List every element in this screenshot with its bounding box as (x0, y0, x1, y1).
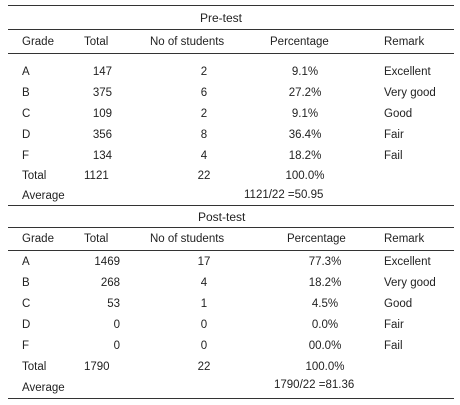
posttest-remark-cell: Fail (384, 340, 403, 352)
pretest-percentage-cell: 27.2% (288, 87, 322, 99)
pretest-header-rule (8, 53, 454, 54)
pretest-header-percentage: Percentage (270, 36, 329, 48)
pretest-total-cell: 375 (92, 87, 112, 99)
posttest-total-cell: 0 (113, 319, 120, 331)
pretest-remark-cell: Excellent (384, 66, 431, 78)
pretest-percentage-cell: 36.4% (288, 129, 322, 141)
pretest-percentage-cell: 9.1% (291, 66, 319, 78)
posttest-average-label: Average (22, 382, 65, 394)
posttest-remark-cell: Good (384, 298, 413, 310)
top-rule (8, 5, 454, 6)
pretest-header-total: Total (84, 36, 109, 48)
posttest-remark-cell: Very good (384, 277, 436, 289)
pretest-total-cell: 356 (92, 129, 112, 141)
pretest-remark-cell: Good (384, 108, 413, 120)
posttest-total-value: 1790 (84, 361, 110, 373)
pretest-total-percentage: 100.0% (285, 170, 325, 182)
posttest-top-rule (8, 205, 454, 206)
pretest-total-students: 22 (197, 170, 211, 182)
posttest-percentage-cell: 0.0% (311, 319, 339, 331)
pretest-header-students: No of students (150, 36, 225, 48)
posttest-students-cell: 1 (200, 298, 208, 310)
bottom-rule (8, 398, 454, 399)
posttest-title: Post-test (198, 210, 246, 224)
pretest-students-cell: 2 (200, 108, 208, 120)
pretest-title-rule (8, 29, 454, 30)
pretest-remark-cell: Fair (384, 129, 404, 141)
posttest-total-cell: 268 (100, 277, 120, 289)
posttest-header-remark: Remark (384, 233, 425, 245)
pretest-grade-cell: D (22, 129, 31, 141)
pretest-remark-cell: Fail (384, 150, 403, 162)
posttest-grade-cell: D (22, 319, 31, 331)
posttest-header-total: Total (84, 233, 109, 245)
pretest-header-remark: Remark (384, 36, 425, 48)
posttest-average-value: 1790/22 =81.36 (274, 379, 355, 391)
pretest-percentage-cell: 9.1% (291, 108, 319, 120)
posttest-total-percentage: 100.0% (305, 361, 345, 373)
posttest-students-cell: 0 (200, 319, 208, 331)
pretest-percentage-cell: 18.2% (288, 150, 322, 162)
pretest-total-value: 1121 (84, 170, 109, 182)
pretest-students-cell: 6 (200, 87, 208, 99)
posttest-total-cell: 53 (107, 298, 120, 310)
posttest-header-percentage: Percentage (287, 233, 346, 245)
pretest-grade-cell: F (22, 150, 30, 162)
posttest-title-rule (8, 227, 454, 228)
pretest-grade-cell: C (22, 108, 31, 120)
pretest-grade-cell: B (22, 87, 30, 99)
posttest-header-rule (8, 250, 454, 251)
posttest-grade-cell: A (22, 256, 30, 268)
posttest-total-label: Total (22, 361, 47, 373)
posttest-grade-cell: C (22, 298, 31, 310)
pretest-students-cell: 8 (200, 129, 208, 141)
posttest-percentage-cell: 77.3% (308, 256, 342, 268)
pretest-grade-cell: A (22, 66, 30, 78)
posttest-header-grade: Grade (22, 233, 54, 245)
posttest-grade-cell: F (22, 340, 30, 352)
posttest-total-students: 22 (197, 361, 211, 373)
posttest-students-cell: 17 (197, 256, 211, 268)
pretest-total-cell: 134 (92, 150, 112, 162)
pretest-total-label: Total (22, 170, 47, 182)
posttest-percentage-cell: 18.2% (308, 277, 342, 289)
posttest-header-students: No of students (150, 233, 225, 245)
pretest-remark-cell: Very good (384, 87, 436, 99)
pretest-students-cell: 4 (200, 150, 208, 162)
pretest-average-value: 1121/22 =50.95 (244, 189, 324, 201)
posttest-total-cell: 0 (113, 340, 120, 352)
posttest-percentage-cell: 4.5% (311, 298, 339, 310)
posttest-students-cell: 0 (200, 340, 208, 352)
pretest-average-label: Average (22, 190, 65, 202)
pretest-total-cell: 147 (92, 66, 112, 78)
pretest-total-cell: 109 (92, 108, 112, 120)
pretest-header-grade: Grade (22, 36, 54, 48)
posttest-students-cell: 4 (200, 277, 208, 289)
posttest-total-cell: 1469 (94, 256, 120, 268)
pretest-students-cell: 2 (200, 66, 208, 78)
pretest-title: Pre-test (200, 11, 243, 25)
posttest-percentage-cell: 00.0% (308, 340, 342, 352)
posttest-grade-cell: B (22, 277, 30, 289)
posttest-remark-cell: Excellent (384, 256, 431, 268)
posttest-remark-cell: Fair (384, 319, 404, 331)
